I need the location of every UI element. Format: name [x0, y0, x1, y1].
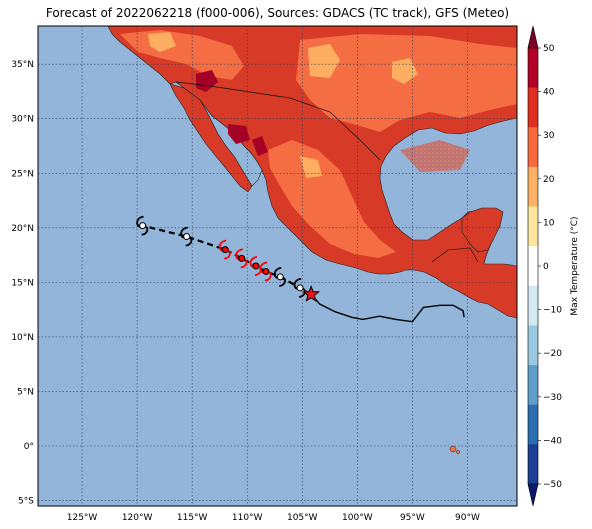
- lat-tick-label: 30°N: [11, 115, 34, 125]
- region-orange-streak: [400, 140, 470, 172]
- lat-tick-label: 25°N: [11, 169, 34, 179]
- colorbar-tick-label: −40: [543, 436, 562, 446]
- forecast-storm-symbol: [273, 267, 286, 287]
- lon-tick-label: 110°W: [232, 513, 263, 523]
- colorbar-bin: [528, 365, 538, 406]
- axis-ticks: 35°N 30°N 25°N 20°N 15°N 10°N 5°N 0° 5°S 125°W 120…: [11, 60, 480, 523]
- colorbar-bin: [528, 246, 538, 287]
- colorbar-bin: [528, 325, 538, 366]
- region-hot-2: [228, 124, 250, 144]
- colorbar-tick-label: −30: [543, 393, 562, 403]
- lon-tick-label: 90°W: [455, 513, 480, 523]
- lat-tick-label: 20°N: [11, 224, 34, 234]
- land-galapagos: [449, 445, 457, 453]
- lon-tick-label: 120°W: [122, 513, 153, 523]
- gridlines: [38, 26, 517, 506]
- border-us-mexico: [175, 81, 381, 161]
- lat-tick-label: 5°N: [17, 387, 34, 397]
- lat-tick-label: 5°S: [18, 497, 34, 507]
- forecast-storm-symbol: [180, 226, 193, 247]
- lon-tick-label: 95°W: [400, 513, 425, 523]
- colorbar-bin: [528, 206, 538, 247]
- region-warm-plateau: [296, 34, 517, 132]
- colorbar-tick-label: 30: [543, 131, 555, 141]
- colorbar-tick-label: −50: [543, 480, 562, 490]
- colorbar: 50 40 30 20 10 0 −10 −20 −30 −40 −50: [527, 25, 562, 507]
- colorbar-label: Max Temperature (°C): [570, 216, 580, 315]
- colorbar-max-arrow: [527, 25, 539, 49]
- colorbar-tick-label: 10: [543, 218, 555, 228]
- land-layer: [107, 26, 517, 454]
- lat-tick-label: 15°N: [11, 278, 34, 288]
- tc-track-layer: [136, 215, 465, 323]
- lon-tick-label: 105°W: [287, 513, 318, 523]
- region-hot-3: [252, 136, 268, 156]
- forecast-storm-symbol: [235, 248, 248, 269]
- colorbar-bin: [528, 127, 538, 168]
- colorbar-bin: [528, 444, 538, 485]
- map-title: Forecast of 2022062218 (f000-006), Sourc…: [45, 6, 510, 20]
- forecast-storm-symbol: [259, 261, 272, 282]
- colorbar-bin: [528, 166, 538, 207]
- region-mild-1: [308, 44, 340, 78]
- region-mild-4: [300, 156, 322, 178]
- colorbar-tick-label: 40: [543, 88, 555, 98]
- colorbar-tick-label: 20: [543, 175, 555, 185]
- lon-tick-label: 100°W: [342, 513, 373, 523]
- forecast-storm-symbol: [249, 256, 262, 276]
- forecast-storm-symbol: [136, 215, 149, 236]
- colorbar-bin: [528, 48, 538, 88]
- border-guatemala: [431, 247, 479, 263]
- land-yucatan: [461, 207, 504, 253]
- lon-tick-label: 115°W: [177, 513, 208, 523]
- colorbar-bin: [528, 285, 538, 326]
- colorbar-bin: [528, 404, 538, 445]
- colorbar-tick-label: 50: [543, 44, 555, 54]
- lat-tick-label: 35°N: [11, 60, 34, 70]
- colorbar-min-arrow: [527, 483, 539, 507]
- region-mild-3: [148, 32, 176, 52]
- current-position-star: [302, 285, 321, 302]
- region-mild-2: [392, 58, 418, 84]
- region-warm-mexico-highlands: [268, 140, 396, 258]
- past-track-line: [310, 293, 465, 323]
- colorbar-tick-label: 0: [543, 262, 549, 272]
- colorbar-tick-label: −20: [543, 349, 562, 359]
- gulf-of-california: [199, 99, 263, 187]
- colorbar-tick-label: −10: [543, 306, 562, 316]
- lon-tick-label: 125°W: [67, 513, 98, 523]
- plot-frame: [37, 25, 518, 507]
- forecast-storm-symbol: [218, 239, 231, 260]
- forecast-storm-symbol: [293, 277, 306, 298]
- land-galapagos-small: [456, 450, 460, 454]
- lat-tick-label: 0°: [24, 442, 34, 452]
- lat-tick-label: 10°N: [11, 333, 34, 343]
- colorbar-bin: [528, 87, 538, 128]
